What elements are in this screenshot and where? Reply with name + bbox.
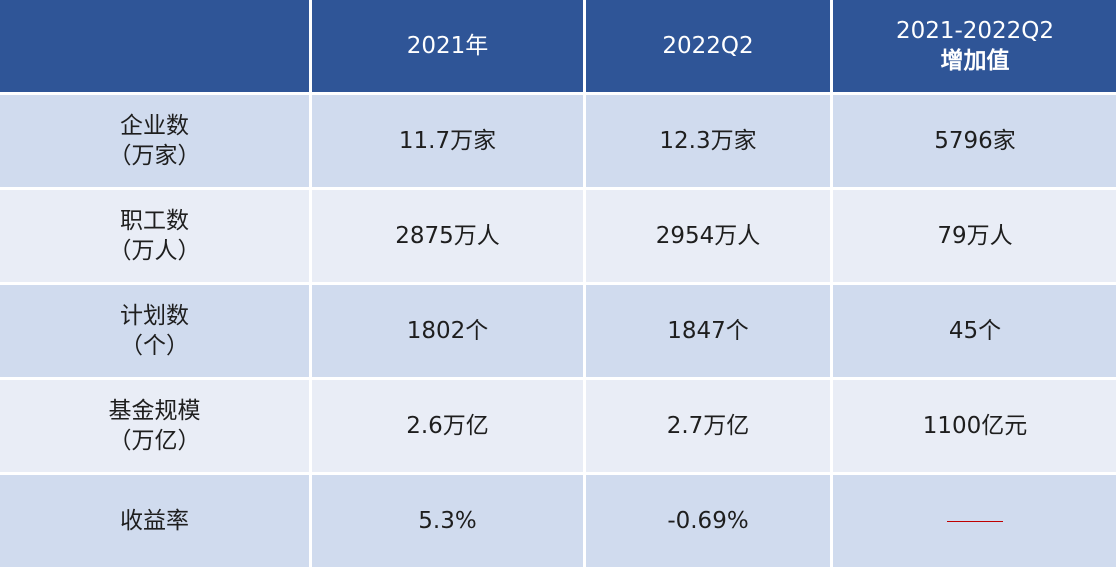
row-label: 收益率 (0, 475, 309, 567)
data-cell: 2.6万亿 (312, 380, 583, 472)
cell-text: -0.69% (667, 508, 749, 534)
cell-text: （万亿） (108, 428, 201, 454)
cell-text: （个） (120, 333, 189, 359)
row-label: 企业数 （万家） (0, 95, 309, 187)
cell-text: 2021-2022Q2 (895, 18, 1055, 44)
data-cell: 2875万人 (312, 190, 583, 282)
cell-text: 2021年 (406, 33, 489, 59)
cell-text: 2875万人 (395, 223, 500, 249)
cell-text: 2.6万亿 (406, 413, 489, 439)
cell-text: 79万人 (937, 223, 1013, 249)
cell-text: 45个 (948, 318, 1002, 344)
cell-text: 1847个 (667, 318, 749, 344)
cell-text: 基金规模 (108, 398, 201, 424)
data-cell: 79万人 (833, 190, 1116, 282)
cell-text: 企业数 (120, 113, 189, 139)
cell-text: 2954万人 (655, 223, 761, 249)
data-cell: 1802个 (312, 285, 583, 377)
row-label: 基金规模 （万亿） (0, 380, 309, 472)
cell-text: （万家） (108, 143, 201, 169)
cell-text: 12.3万家 (659, 128, 757, 154)
data-cell: 11.7万家 (312, 95, 583, 187)
cell-text: 收益率 (120, 508, 189, 534)
data-cell: 45个 (833, 285, 1116, 377)
header-cell: 2022Q2 (586, 0, 830, 92)
data-cell: 5.3% (312, 475, 583, 567)
header-cell: 2021-2022Q2 增加值 (833, 0, 1116, 92)
cell-text: 1802个 (406, 318, 489, 344)
row-label: 职工数 （万人） (0, 190, 309, 282)
cell-text: 增加值 (940, 48, 1010, 74)
cell-text: 5.3% (418, 508, 477, 534)
data-cell: 1847个 (586, 285, 830, 377)
data-cell: 1100亿元 (833, 380, 1116, 472)
dash (947, 520, 1003, 522)
cell-text: 计划数 (120, 303, 189, 329)
header-cell: 2021年 (312, 0, 583, 92)
data-cell: 5796家 (833, 95, 1116, 187)
data-cell: 2.7万亿 (586, 380, 830, 472)
data-cell: 2954万人 (586, 190, 830, 282)
cell-text: 5796家 (934, 128, 1016, 154)
header-corner (0, 0, 309, 92)
data-cell (833, 475, 1116, 567)
data-cell: 12.3万家 (586, 95, 830, 187)
cell-text: 2.7万亿 (666, 413, 750, 439)
cell-text: 1100亿元 (922, 413, 1028, 439)
cell-text: 职工数 (120, 208, 189, 234)
row-label: 计划数 （个） (0, 285, 309, 377)
cell-text: 2022Q2 (662, 33, 754, 59)
cell-text: （万人） (108, 238, 201, 264)
cell-text: 11.7万家 (398, 128, 497, 154)
data-cell: -0.69% (586, 475, 830, 567)
